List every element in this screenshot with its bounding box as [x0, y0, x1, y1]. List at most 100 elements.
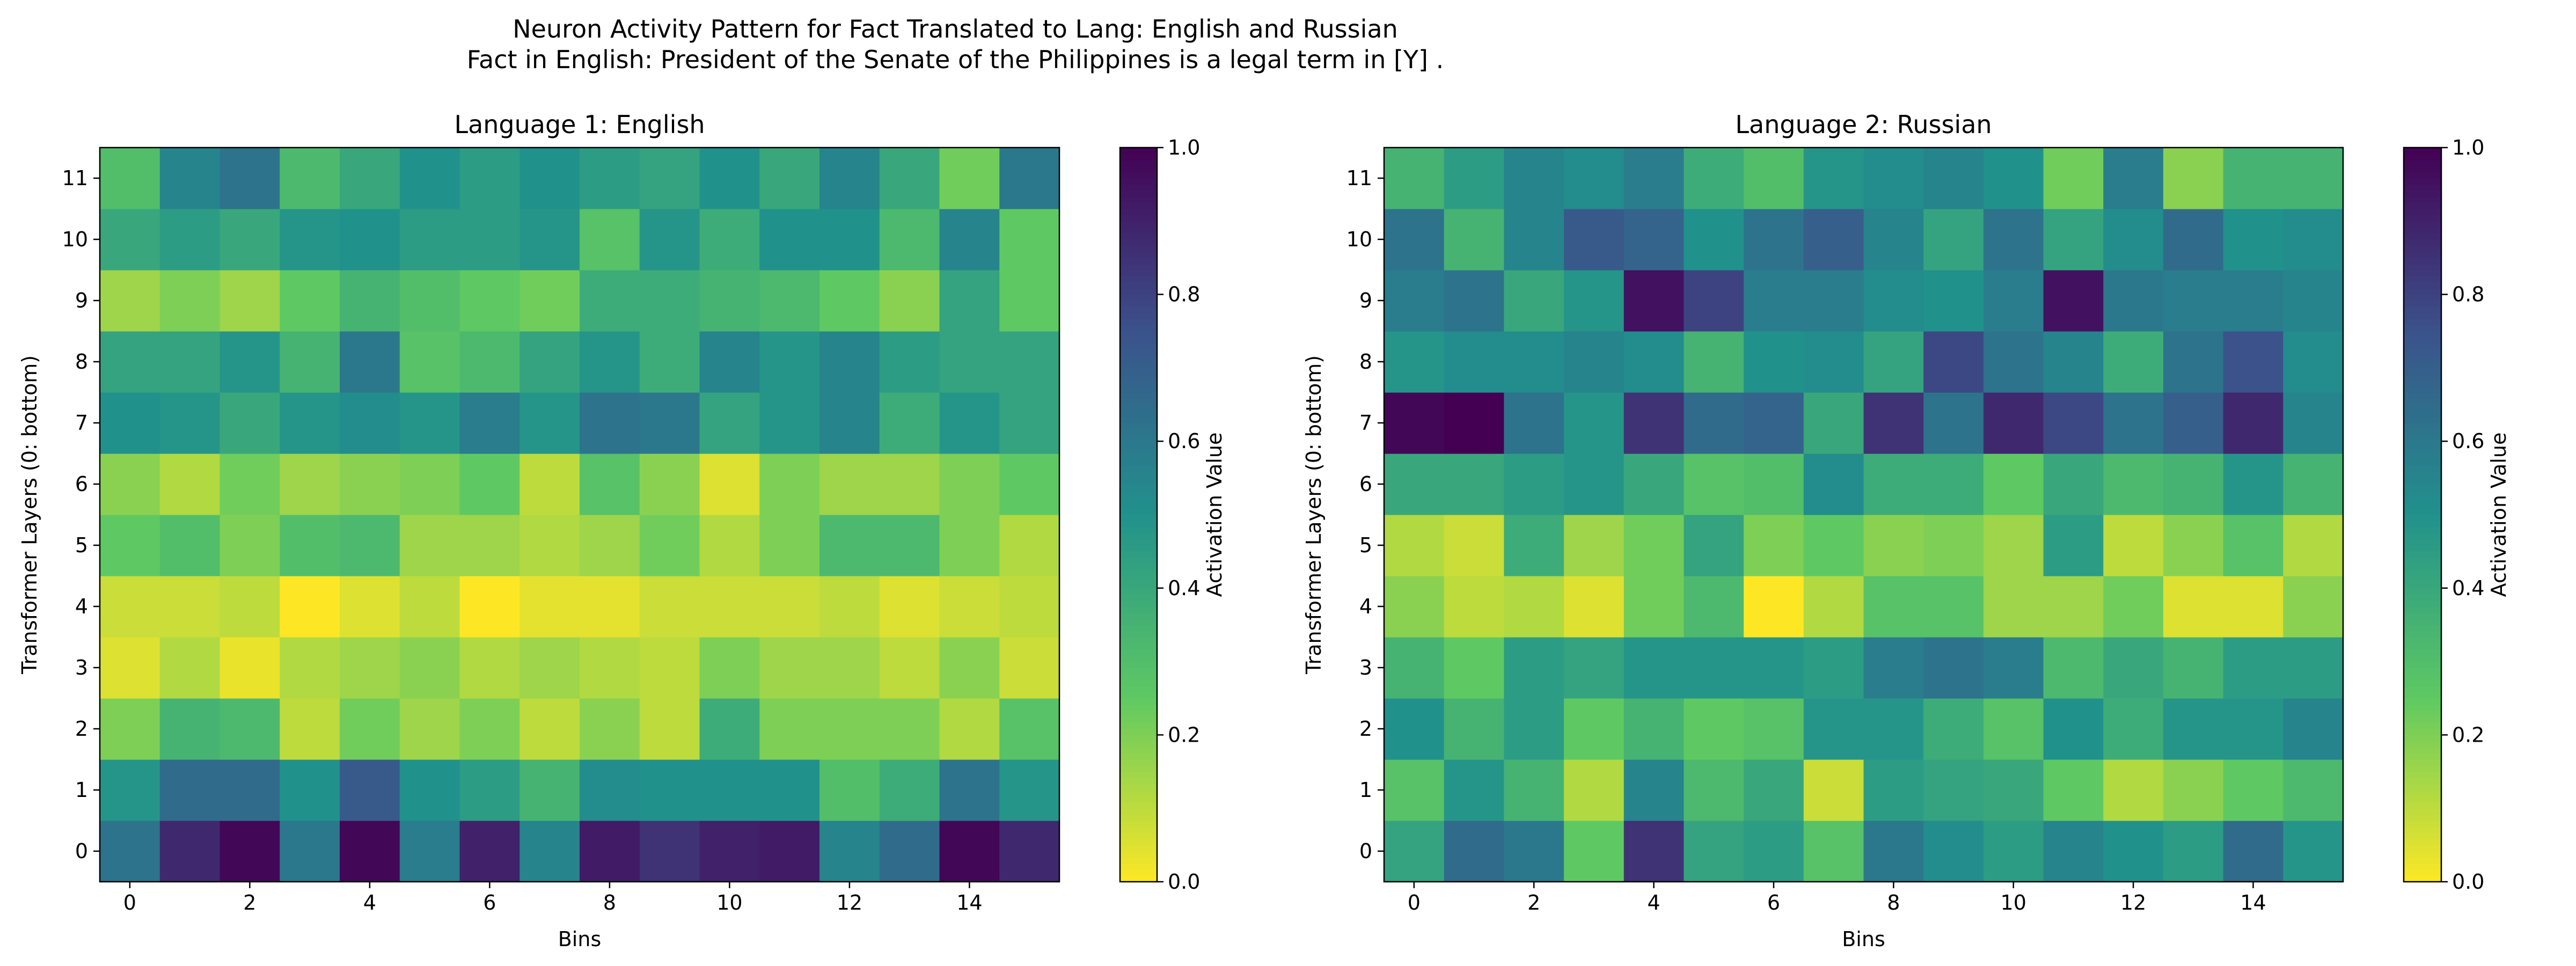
colorbar-segment	[2404, 416, 2441, 423]
heatmap-cell	[159, 759, 221, 821]
colorbar-segment	[2404, 851, 2441, 858]
colorbar-segment	[1120, 826, 1157, 833]
heatmap-cell	[1983, 759, 2044, 821]
heatmap-cell	[399, 392, 460, 454]
colorbar-segment	[2404, 301, 2441, 307]
heatmap-cell	[1564, 698, 1624, 760]
heatmap-cell	[1744, 821, 1804, 882]
heatmap-cell	[1384, 698, 1445, 760]
heatmap-cell	[879, 209, 940, 270]
heatmap-cell	[280, 270, 340, 332]
colorbar-tick-label: 0.0	[2452, 870, 2484, 894]
heatmap-cell	[580, 331, 640, 393]
heatmap-cell	[759, 148, 820, 209]
heatmap-cell	[580, 209, 640, 270]
heatmap-cell	[1863, 576, 1924, 638]
colorbar-segment	[1120, 582, 1157, 589]
colorbar-segment	[2404, 380, 2441, 387]
colorbar-segment	[1120, 502, 1157, 509]
heatmap-cell	[459, 576, 520, 638]
colorbar-segment	[2404, 251, 2441, 258]
heatmap-cell	[999, 392, 1060, 454]
colorbar-segment	[2404, 276, 2441, 283]
colorbar-segment	[1120, 832, 1157, 839]
colorbar-segment	[2404, 618, 2441, 625]
heatmap-cell	[879, 392, 940, 454]
heatmap-cell	[340, 698, 400, 760]
heatmap-cell	[459, 821, 520, 882]
heatmap-cell	[1744, 515, 1804, 576]
heatmap-cell	[100, 270, 160, 332]
heatmap-cell	[519, 392, 580, 454]
colorbar-segment	[1120, 851, 1157, 858]
heatmap-cell	[1684, 270, 1744, 332]
colorbar-segment	[1120, 239, 1157, 246]
heatmap-cell	[939, 148, 1000, 209]
colorbar-segment	[1120, 600, 1157, 607]
colorbar-segment	[1120, 202, 1157, 209]
heatmap-cell	[580, 576, 640, 638]
heatmap-cell	[219, 759, 280, 821]
heatmap-cell	[100, 392, 160, 454]
colorbar-segment	[1120, 190, 1157, 197]
heatmap-cell	[1803, 392, 1864, 454]
heatmap-cell	[819, 148, 880, 209]
heatmap-cell	[759, 209, 820, 270]
heatmap-cell	[1444, 759, 1504, 821]
heatmap-cell	[2283, 515, 2344, 576]
colorbar-segment	[1120, 184, 1157, 191]
y-tick-label: 7	[1359, 411, 1372, 435]
colorbar-segment	[1120, 374, 1157, 380]
heatmap-cell	[1504, 270, 1564, 332]
colorbar: 0.0 0.2 0.4 0.6 0.8 1.0 Activation Value	[1119, 136, 1226, 894]
colorbar-segment	[2404, 802, 2441, 809]
colorbar-segment	[1120, 221, 1157, 228]
colorbar: 0.0 0.2 0.4 0.6 0.8 1.0 Activation Value	[2403, 136, 2511, 894]
heatmap-cell	[399, 148, 460, 209]
heatmap-cell	[999, 759, 1060, 821]
heatmap-cell	[1863, 515, 1924, 576]
colorbar-segment	[2404, 233, 2441, 240]
colorbar-segment	[1120, 447, 1157, 454]
colorbar-segment	[2404, 312, 2441, 319]
heatmap-cell	[1564, 821, 1624, 882]
heatmap-cell	[999, 270, 1060, 332]
heatmap-cell	[1923, 759, 1984, 821]
heatmap-cell	[399, 515, 460, 576]
heatmap-cell	[1803, 759, 1864, 821]
heatmap-cell	[159, 637, 221, 699]
heatmap-cell	[699, 453, 760, 515]
heatmap-cell	[159, 392, 221, 454]
colorbar-segment	[2404, 319, 2441, 326]
heatmap-cell	[2163, 209, 2224, 270]
heatmap-cell	[2103, 270, 2164, 332]
y-tick-label: 8	[1359, 350, 1372, 374]
heatmap-cell	[1803, 453, 1864, 515]
colorbar-segment	[2404, 796, 2441, 803]
colorbar-segment	[1120, 306, 1157, 313]
heatmap-cell	[340, 821, 400, 882]
colorbar-segment	[1120, 784, 1157, 791]
colorbar-segment	[1120, 606, 1157, 613]
heatmap-cell	[1983, 392, 2044, 454]
colorbar-segment	[1120, 526, 1157, 533]
heatmap-cell	[100, 821, 160, 882]
colorbar-segment	[2404, 692, 2441, 699]
heatmap-cell	[100, 331, 160, 393]
colorbar-segment	[1120, 411, 1157, 418]
heatmap-cell	[1803, 576, 1864, 638]
heatmap-cell	[2283, 270, 2344, 332]
y-tick-label: 6	[1359, 472, 1372, 496]
colorbar-segment	[1120, 716, 1157, 723]
heatmap-cell	[519, 759, 580, 821]
heatmap-cell	[2163, 148, 2224, 209]
heatmap-cell	[459, 515, 520, 576]
colorbar-segment	[2404, 875, 2441, 882]
heatmap-cell	[100, 576, 160, 638]
heatmap-cell	[819, 453, 880, 515]
colorbar-segment	[1120, 429, 1157, 436]
heatmap-cell	[519, 148, 580, 209]
heatmap-cell	[879, 576, 940, 638]
heatmap-cell	[459, 331, 520, 393]
heatmap-cell	[2283, 637, 2344, 699]
